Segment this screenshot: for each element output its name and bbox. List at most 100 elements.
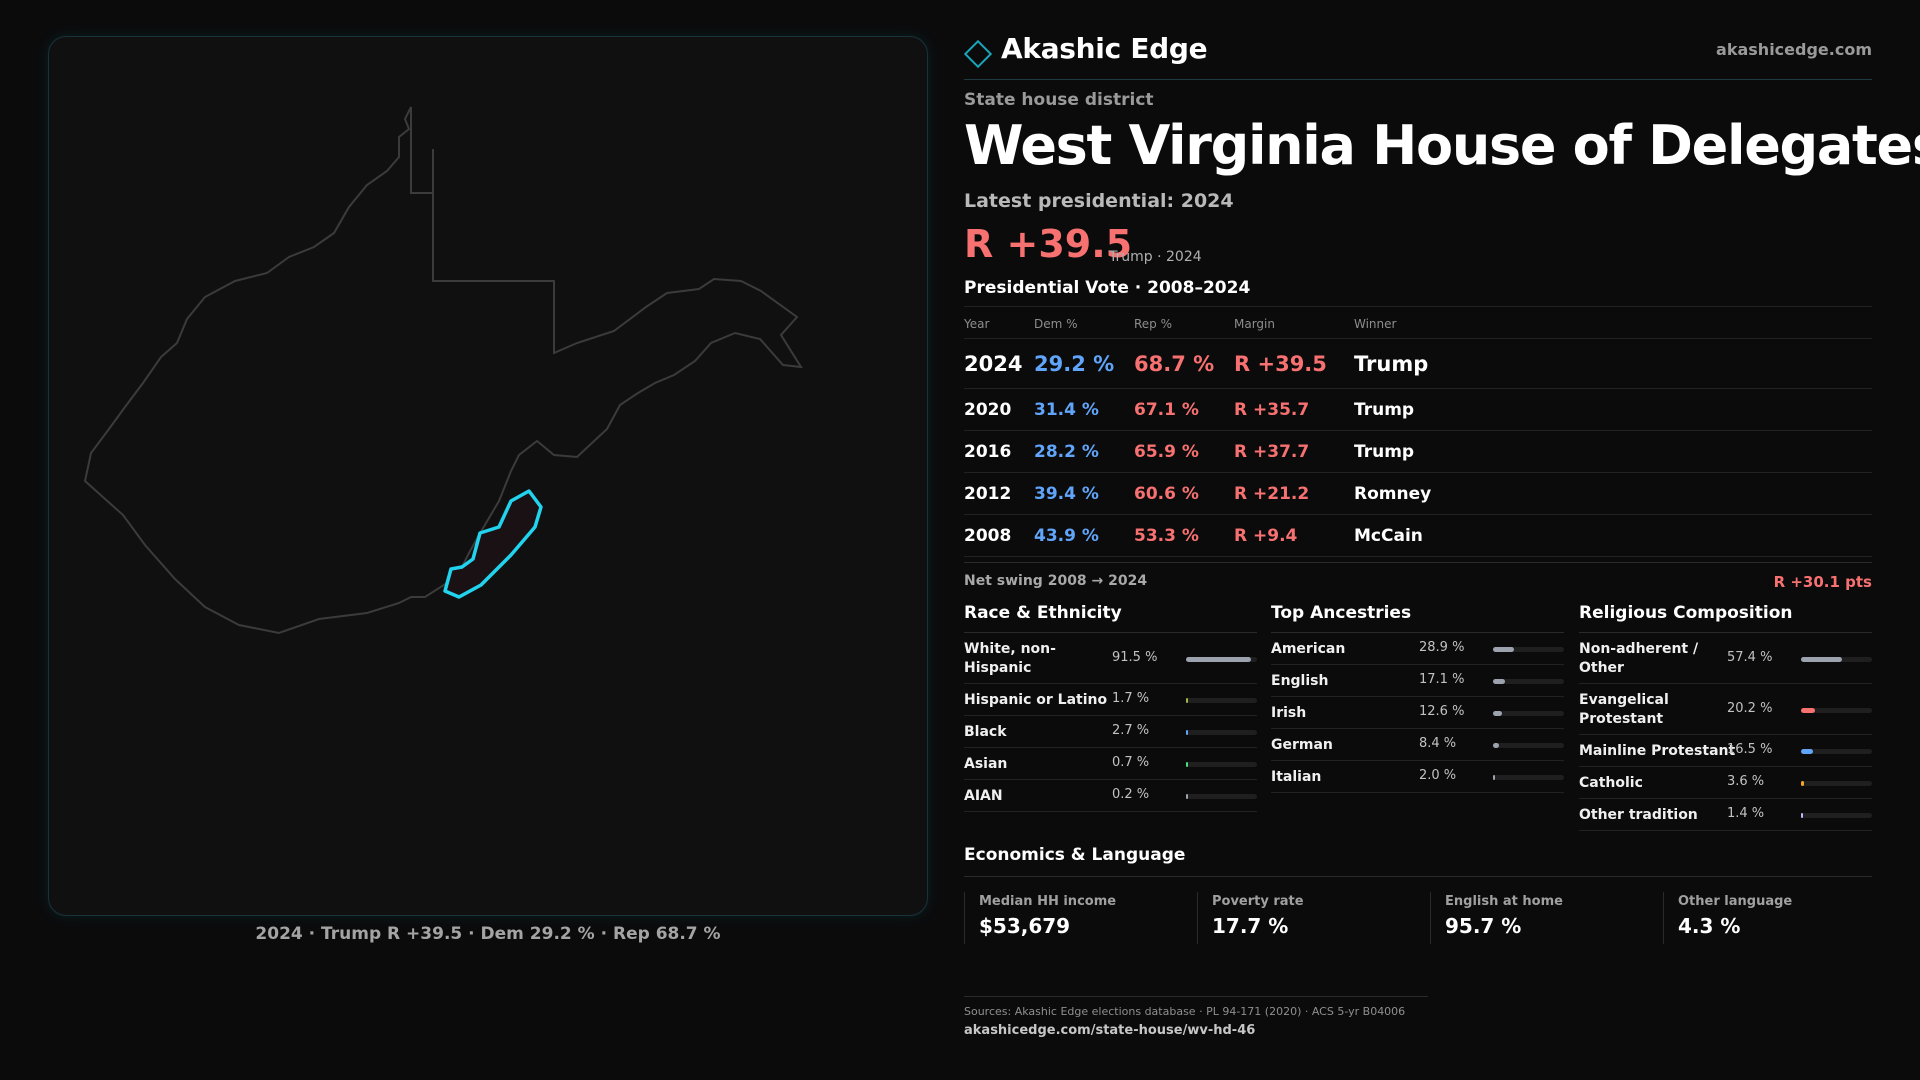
vote-table-title: Presidential Vote · 2008–2024	[964, 278, 1251, 298]
demo-row: White, non-Hispanic 91.5 %	[964, 633, 1257, 684]
district-details-panel: Akashic Edge akashicedge.com State house…	[964, 0, 1920, 1080]
district-map[interactable]	[48, 36, 928, 916]
demo-bar-track	[1493, 647, 1564, 652]
demo-percent: 91.5 %	[1112, 649, 1158, 665]
econ-card-median-income: Median HH income $53,679	[964, 892, 1191, 944]
demo-percent: 2.7 %	[1112, 723, 1150, 738]
demo-row: Asian 0.7 %	[964, 748, 1257, 780]
demo-bar-track	[1801, 656, 1872, 662]
page-url-link[interactable]: akashicedge.com/state-house/wv-hd-46	[964, 1023, 1256, 1038]
demo-label: Mainline Protestant	[1579, 743, 1736, 759]
table-row: 2008 43.9 % 53.3 % R +9.4 McCain	[964, 514, 1872, 556]
table-row: 2016 28.2 % 65.9 % R +37.7 Trump	[964, 430, 1872, 472]
cell-year: 2012	[964, 484, 1012, 504]
demo-bar-fill	[1801, 749, 1813, 754]
econ-value: $53,679	[979, 914, 1071, 938]
cell-margin: R +39.5	[1234, 352, 1327, 376]
demo-bar-fill	[1801, 707, 1816, 713]
top-ancestries-section: Top Ancestries American 28.9 % English 17.1…	[1271, 602, 1564, 793]
demo-bar-fill	[1493, 679, 1506, 684]
column-header-margin: Margin	[1234, 317, 1275, 331]
econ-value: 4.3 %	[1678, 914, 1741, 938]
econ-label: Poverty rate	[1212, 894, 1304, 909]
race-ethnicity-section: Race & Ethnicity White, non-Hispanic 91.5…	[964, 602, 1257, 812]
northern-panhandle-border	[432, 149, 555, 337]
demo-percent: 17.1 %	[1419, 672, 1465, 687]
demo-bar-track	[1801, 707, 1872, 713]
cell-winner: Trump	[1354, 352, 1429, 376]
demo-row: Irish 12.6 %	[1271, 697, 1564, 729]
section-title: Top Ancestries	[1271, 602, 1564, 633]
demo-percent: 57.4 %	[1727, 649, 1773, 665]
latest-presidential-label: Latest presidential: 2024	[964, 190, 1234, 212]
cell-dem: 31.4 %	[1034, 400, 1099, 420]
demo-label: White, non-Hispanic	[964, 641, 1056, 676]
demo-bar-fill	[1186, 730, 1189, 735]
demo-row: Evangelical Protestant 20.2 %	[1579, 684, 1872, 735]
presidential-vote-table: Year Dem % Rep % Margin Winner 2024 29.2…	[964, 306, 1872, 557]
cell-dem: 39.4 %	[1034, 484, 1099, 504]
brand-url[interactable]: akashicedge.com	[1716, 40, 1872, 59]
demo-row: English 17.1 %	[1271, 665, 1564, 697]
cell-margin: R +37.7	[1234, 442, 1310, 462]
econ-card-other-language: Other language 4.3 %	[1663, 892, 1890, 944]
demo-bar-track	[1186, 730, 1257, 735]
column-header-year: Year	[964, 317, 990, 331]
demo-bar-track	[1493, 711, 1564, 716]
sources-footer: Sources: Akashic Edge elections database…	[964, 996, 1428, 1038]
sources-text: Sources: Akashic Edge elections database…	[964, 1005, 1406, 1018]
demo-bar-fill	[1801, 656, 1842, 662]
demo-label: Asian	[964, 756, 1008, 772]
religious-composition-section: Religious Composition Non-adherent / Oth…	[1579, 602, 1872, 831]
demo-percent: 1.7 %	[1112, 691, 1150, 706]
demo-row: AIAN 0.2 %	[964, 780, 1257, 812]
demo-bar-fill	[1801, 781, 1804, 786]
table-header-row: Year Dem % Rep % Margin Winner	[964, 306, 1872, 338]
map-caption: 2024 · Trump R +39.5 · Dem 29.2 % · Rep …	[255, 924, 721, 944]
section-title: Race & Ethnicity	[964, 602, 1257, 633]
demo-label: Hispanic or Latino	[964, 692, 1108, 708]
brand-header: Akashic Edge akashicedge.com	[964, 30, 1872, 80]
demo-percent: 1.4 %	[1727, 806, 1765, 821]
demo-bar-track	[1186, 698, 1257, 703]
econ-label: Median HH income	[979, 894, 1117, 909]
demo-bar-fill	[1186, 656, 1251, 662]
demo-label: German	[1271, 737, 1333, 753]
demo-label: Other tradition	[1579, 807, 1698, 823]
demo-label: Catholic	[1579, 775, 1643, 791]
cell-winner: Trump	[1354, 400, 1415, 420]
state-outline	[83, 106, 803, 635]
economics-cards: Median HH income $53,679 Poverty rate 17…	[964, 892, 1872, 944]
net-swing-label: Net swing 2008 → 2024	[964, 573, 1148, 589]
cell-year: 2008	[964, 526, 1012, 546]
demo-label: Evangelical Protestant	[1579, 692, 1669, 727]
table-row: 2012 39.4 % 60.6 % R +21.2 Romney	[964, 472, 1872, 514]
demo-row: German 8.4 %	[1271, 729, 1564, 761]
demo-bar-track	[1493, 679, 1564, 684]
table-row: 2024 29.2 % 68.7 % R +39.5 Trump	[964, 338, 1872, 388]
district-46-shape[interactable]	[443, 489, 543, 599]
demo-bar-track	[1186, 794, 1257, 799]
demo-row: American 28.9 %	[1271, 633, 1564, 665]
demo-bar-track	[1801, 813, 1872, 818]
brand-name[interactable]: Akashic Edge	[1001, 32, 1208, 65]
demo-percent: 12.6 %	[1419, 704, 1465, 719]
demo-percent: 8.4 %	[1419, 736, 1457, 751]
table-row: 2020 31.4 % 67.1 % R +35.7 Trump	[964, 388, 1872, 430]
table-divider	[964, 556, 1872, 557]
demo-label: AIAN	[964, 788, 1003, 804]
cell-year: 2016	[964, 442, 1012, 462]
demo-bar-fill	[1493, 711, 1502, 716]
latest-margin: R +39.5	[964, 222, 1133, 266]
page-title: West Virginia House of Delegates Distric…	[964, 114, 1920, 177]
demo-bar-track	[1493, 743, 1564, 748]
cell-rep: 53.3 %	[1134, 526, 1199, 546]
demo-label: Black	[964, 724, 1007, 740]
econ-value: 95.7 %	[1445, 914, 1522, 938]
state-outline-map	[83, 106, 803, 635]
cell-margin: R +35.7	[1234, 400, 1310, 420]
latest-margin-note: Trump · 2024	[1109, 249, 1202, 265]
cell-rep: 67.1 %	[1134, 400, 1199, 420]
cell-winner: McCain	[1354, 526, 1423, 546]
demo-row: Hispanic or Latino 1.7 %	[964, 684, 1257, 716]
